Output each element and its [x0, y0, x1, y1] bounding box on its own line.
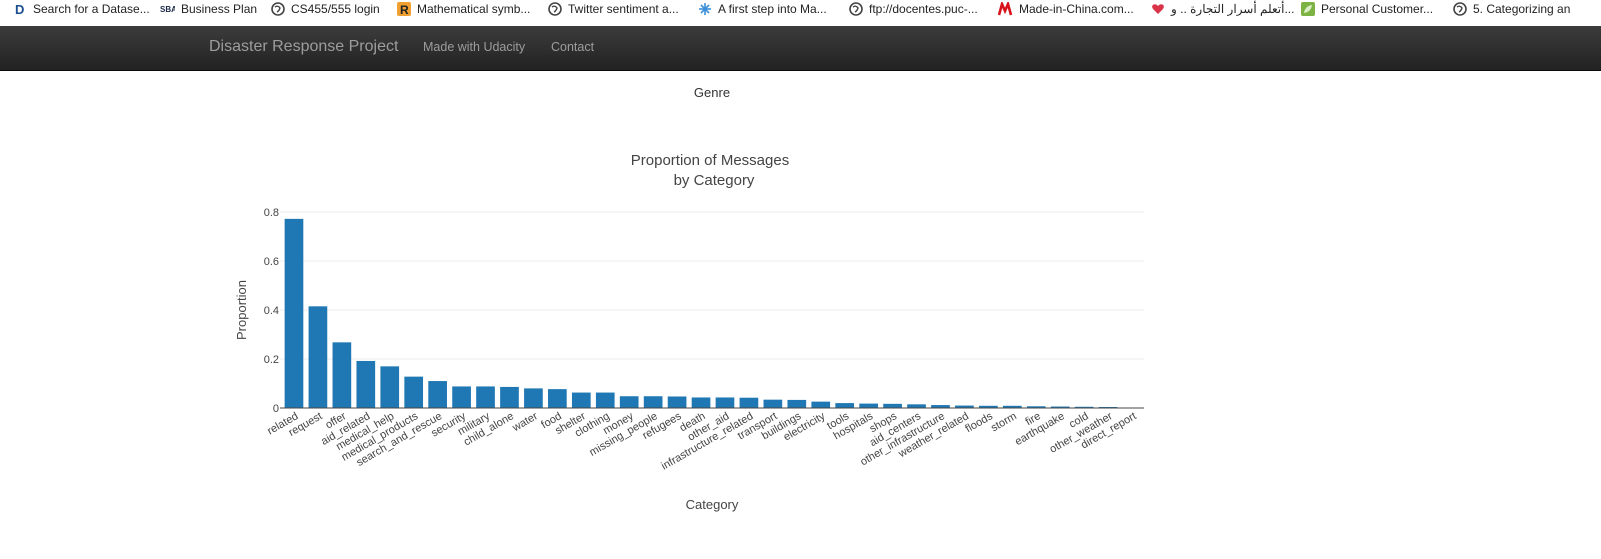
y-tick-label: 0.4 — [264, 305, 279, 317]
bookmark-item[interactable]: 5. Categorizing an — [1452, 0, 1570, 17]
bar-related[interactable] — [284, 218, 304, 408]
bar-shops[interactable] — [883, 403, 902, 408]
bars — [284, 218, 1142, 408]
navbar-brand[interactable]: Disaster Response Project — [209, 38, 399, 55]
bar-refugees[interactable] — [667, 396, 687, 408]
globe-icon — [848, 1, 863, 16]
r-icon: R — [396, 1, 411, 16]
bar-water[interactable] — [524, 388, 543, 408]
bar-food[interactable] — [548, 389, 567, 408]
bar-earthquake[interactable] — [1050, 406, 1070, 408]
y-tick-label: 0.2 — [264, 354, 279, 366]
bookmark-item[interactable]: D Search for a Datase... — [12, 0, 150, 17]
svg-text:D: D — [15, 2, 24, 16]
bar-floods[interactable] — [979, 405, 998, 408]
bookmark-item[interactable]: Twitter sentiment a... — [547, 0, 679, 17]
x-tick-label: storm — [989, 410, 1019, 434]
y-tick-label: 0 — [273, 403, 279, 415]
bar-child-alone[interactable] — [500, 386, 519, 408]
bar-medical-products[interactable] — [404, 376, 424, 408]
globe-icon — [1452, 1, 1467, 16]
genre-heading: Genre — [693, 85, 731, 100]
svg-text:R: R — [400, 3, 409, 16]
bookmark-label: CS455/555 login — [291, 1, 380, 16]
chart-title: Proportion of Messages — [631, 152, 789, 169]
bar-medical-help[interactable] — [380, 366, 400, 408]
nav-link-made-with-udacity[interactable]: Made with Udacity — [423, 40, 526, 54]
bar-search-and-rescue[interactable] — [428, 381, 447, 408]
x-axis-title: Category — [686, 497, 739, 512]
snowflake-icon — [697, 1, 712, 16]
bookmarks-bar: D Search for a Datase... SBA Business Plan C… — [0, 0, 1601, 25]
bar-other-aid[interactable] — [715, 397, 735, 408]
bookmark-label: A first step into Ma... — [718, 1, 827, 16]
bar-transport[interactable] — [763, 399, 783, 408]
y-tick-label: 0.8 — [264, 207, 279, 219]
bar-fire[interactable] — [1026, 406, 1046, 408]
bar-shelter[interactable] — [571, 392, 591, 408]
y-axis-title: Proportion — [234, 280, 249, 340]
bar-tools[interactable] — [835, 403, 855, 408]
bar-clothing[interactable] — [595, 392, 615, 408]
leaf-icon — [1300, 1, 1315, 16]
d-icon: D — [12, 1, 27, 16]
made-in-china-icon — [998, 1, 1013, 16]
bar-missing-people[interactable] — [643, 396, 663, 408]
nav-link-contact[interactable]: Contact — [551, 40, 595, 54]
bookmark-item[interactable]: ftp://docentes.puc-... — [848, 0, 978, 17]
bookmark-label: Mathematical symb... — [417, 1, 531, 16]
heart-icon — [1150, 1, 1165, 16]
bar-military[interactable] — [476, 386, 495, 408]
bar-death[interactable] — [691, 397, 711, 408]
chart-subtitle: by Category — [674, 172, 755, 189]
bookmark-label: Twitter sentiment a... — [568, 1, 679, 16]
y-tick-labels: 0 0.2 0.4 0.6 0.8 — [264, 207, 279, 415]
bar-infrastructure-related[interactable] — [739, 397, 759, 408]
bar-aid-related[interactable] — [356, 360, 376, 408]
bar-aid-centers[interactable] — [907, 404, 926, 408]
bar-electricity[interactable] — [811, 401, 831, 408]
bookmark-item[interactable]: أتعلم أسرار التجارة .. و... — [1150, 0, 1294, 17]
bar-weather-related[interactable] — [955, 405, 974, 408]
bookmark-item[interactable]: R Mathematical symb... — [396, 0, 530, 17]
bookmark-item[interactable]: SBA Business Plan — [160, 0, 257, 17]
bookmark-label: Search for a Datase... — [33, 1, 150, 16]
bookmark-label: 5. Categorizing an — [1473, 1, 1571, 16]
bar-request[interactable] — [308, 306, 328, 408]
bar-security[interactable] — [452, 386, 471, 408]
y-tick-label: 0.6 — [264, 256, 279, 268]
bookmark-item[interactable]: CS455/555 login — [270, 0, 380, 17]
bar-other-infrastructure[interactable] — [931, 405, 950, 408]
bar-buildings[interactable] — [787, 399, 807, 408]
navbar: Disaster Response Project Made with Udac… — [0, 26, 1601, 71]
bookmark-item[interactable]: Personal Customer... — [1300, 0, 1433, 17]
bookmark-label: ftp://docentes.puc-... — [869, 1, 978, 16]
bar-storm[interactable] — [1002, 405, 1022, 408]
bookmark-label: Personal Customer... — [1321, 1, 1434, 16]
svg-text:SBA: SBA — [160, 5, 175, 14]
bookmark-item[interactable]: Made-in-China.com... — [998, 0, 1134, 17]
bar-hospitals[interactable] — [859, 403, 878, 408]
sba-icon: SBA — [160, 1, 175, 16]
bookmark-item[interactable]: A first step into Ma... — [697, 0, 827, 17]
bar-offer[interactable] — [332, 342, 352, 408]
bookmark-label: أتعلم أسرار التجارة .. و... — [1171, 1, 1295, 16]
bookmark-label: Made-in-China.com... — [1019, 1, 1134, 16]
bar-cold[interactable] — [1074, 406, 1094, 408]
x-tick-label: water — [510, 410, 540, 435]
bar-money[interactable] — [619, 396, 639, 408]
globe-icon — [547, 1, 562, 16]
gridlines — [280, 211, 1144, 360]
globe-icon — [270, 1, 285, 16]
bookmark-label: Business Plan — [181, 1, 258, 16]
